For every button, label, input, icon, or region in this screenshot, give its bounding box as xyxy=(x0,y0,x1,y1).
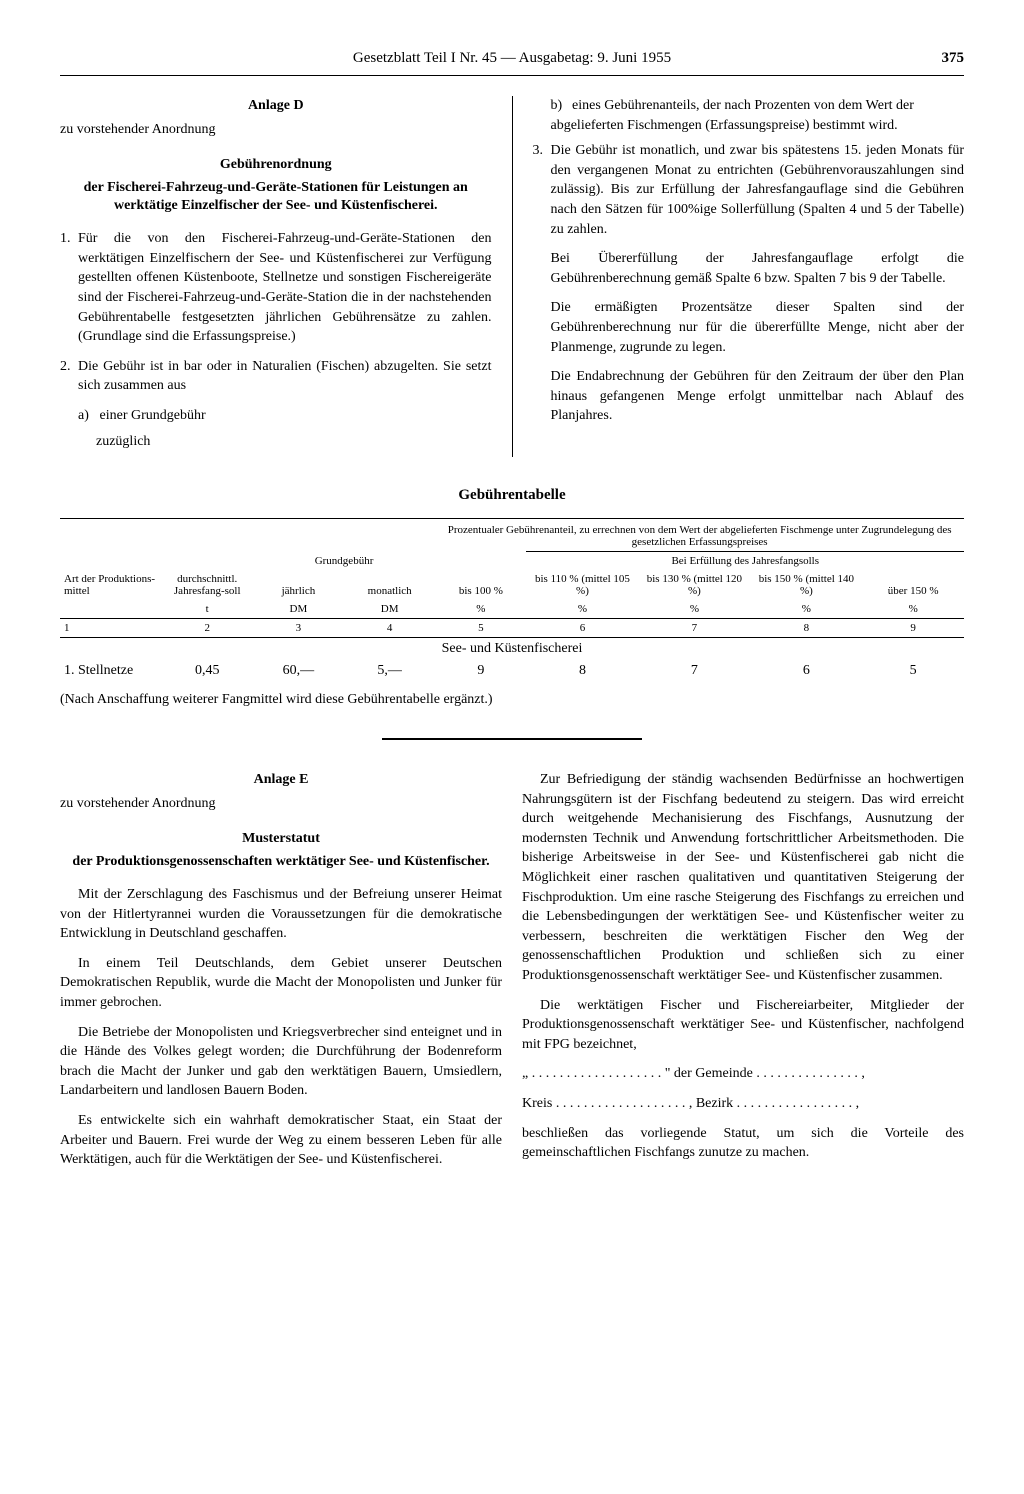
page-number: 375 xyxy=(942,50,965,67)
anlage-e-sub: zu vorstehender Anordnung xyxy=(60,794,502,814)
r1c3: 60,— xyxy=(253,660,344,682)
e-p2: In einem Teil Deutschlands, dem Gebiet u… xyxy=(60,954,502,1013)
r1c2: 0,45 xyxy=(162,660,253,682)
e-p7b: Kreis . . . . . . . . . . . . . . . . . … xyxy=(522,1094,964,1114)
item-2a-zuz: zuzüglich xyxy=(96,432,492,452)
r1c6: 8 xyxy=(526,660,638,682)
th-c6: bis 110 % (mittel 105 %) xyxy=(526,570,638,600)
gebuehrenordnung-title: Gebührenordnung xyxy=(60,155,492,175)
item-2a: a) einer Grundgebühr xyxy=(78,406,492,426)
coln-5: 5 xyxy=(435,619,526,638)
coln-9: 9 xyxy=(862,619,964,638)
e-p6: Die werktätigen Fischer und Fischereiarb… xyxy=(522,996,964,1055)
item-2a-label: a) xyxy=(78,406,96,426)
musterstatut-title: Musterstatut xyxy=(60,829,502,849)
th-erf: Bei Erfüllung des Jahresfangsolls xyxy=(526,552,964,571)
item-3b: Bei Übererfüllung der Jahresfangauflage … xyxy=(551,249,965,288)
coln-4: 4 xyxy=(344,619,435,638)
anlage-d-title: Anlage D xyxy=(60,96,492,116)
header-rule xyxy=(60,75,964,76)
th-art: Art der Produktions-mittel xyxy=(60,521,162,600)
header-text: Gesetzblatt Teil I Nr. 45 — Ausgabetag: … xyxy=(353,50,671,66)
r1c1: 1. Stellnetze xyxy=(60,660,162,682)
mid-rule xyxy=(382,738,642,740)
r1c7: 7 xyxy=(638,660,750,682)
coln-1: 1 xyxy=(60,619,162,638)
table-note: (Nach Anschaffung weiterer Fangmittel wi… xyxy=(60,692,964,708)
item-2-text: Die Gebühr ist in bar oder in Naturalien… xyxy=(78,357,492,396)
coln-6: 6 xyxy=(526,619,638,638)
th-pct-header: Prozentualer Gebührenanteil, zu errechne… xyxy=(435,521,964,552)
item-2b-label: b) xyxy=(551,96,569,116)
anlage-e-title: Anlage E xyxy=(60,770,502,790)
th-grund-j: jährlich xyxy=(253,570,344,600)
unit-p6: % xyxy=(526,600,638,619)
item-2b-text: eines Gebührenanteils, der nach Prozente… xyxy=(551,98,914,133)
anlage-e-left-col: Anlage E zu vorstehender Anordnung Muste… xyxy=(60,770,502,1180)
e-p3: Die Betriebe der Monopolisten und Kriegs… xyxy=(60,1023,502,1101)
coln-2: 2 xyxy=(162,619,253,638)
item-2-num: 2. xyxy=(60,357,78,396)
page-header: Gesetzblatt Teil I Nr. 45 — Ausgabetag: … xyxy=(60,50,964,67)
item-1-text: Für die von den Fischerei-Fahrzeug-und-G… xyxy=(78,229,492,347)
unit-p7: % xyxy=(638,600,750,619)
unit-p5: % xyxy=(435,600,526,619)
e-p8: beschließen das vorliegende Statut, um s… xyxy=(522,1124,964,1163)
table-section: See- und Küstenfischerei xyxy=(60,638,964,661)
coln-3: 3 xyxy=(253,619,344,638)
th-grund: Grundgebühr xyxy=(253,521,435,570)
th-soll: durchschnittl. Jahresfang-soll xyxy=(162,521,253,600)
anlage-d-columns: Anlage D zu vorstehender Anordnung Gebüh… xyxy=(60,96,964,457)
anlage-d-left-col: Anlage D zu vorstehender Anordnung Gebüh… xyxy=(60,96,492,457)
e-p1: Mit der Zerschlagung des Faschismus und … xyxy=(60,885,502,944)
table-title: Gebührentabelle xyxy=(60,487,964,504)
item-3: 3. Die Gebühr ist monatlich, und zwar bi… xyxy=(533,141,965,239)
e-p4: Es entwickelte sich ein wahrhaft demokra… xyxy=(60,1111,502,1170)
r1c4: 5,— xyxy=(344,660,435,682)
item-3-text: Die Gebühr ist monatlich, und zwar bis s… xyxy=(551,141,965,239)
e-p7a: „ . . . . . . . . . . . . . . . . . . . … xyxy=(522,1064,964,1084)
item-3-num: 3. xyxy=(533,141,551,239)
th-c8: bis 150 % (mittel 140 %) xyxy=(750,570,862,600)
r1c5: 9 xyxy=(435,660,526,682)
item-3d: Die Endabrechnung der Gebühren für den Z… xyxy=(551,367,965,426)
coln-8: 8 xyxy=(750,619,862,638)
fee-table: Art der Produktions-mittel durchschnittl… xyxy=(60,518,964,682)
item-1: 1. Für die von den Fischerei-Fahrzeug-un… xyxy=(60,229,492,347)
item-2b: b) eines Gebührenanteils, der nach Proze… xyxy=(551,96,965,135)
col-divider xyxy=(512,96,513,457)
th-c7: bis 130 % (mittel 120 %) xyxy=(638,570,750,600)
item-3c: Die ermäßigten Prozentsätze dieser Spalt… xyxy=(551,298,965,357)
item-2: 2. Die Gebühr ist in bar oder in Natural… xyxy=(60,357,492,396)
musterstatut-sub: der Produktionsgenossenschaften werktäti… xyxy=(60,853,502,871)
th-c9: über 150 % xyxy=(862,570,964,600)
gebuehrenordnung-sub: der Fischerei-Fahrzeug-und-Geräte-Statio… xyxy=(60,179,492,215)
item-2a-text: einer Grundgebühr xyxy=(100,408,206,423)
anlage-e-right-col: Zur Befriedigung der ständig wachsenden … xyxy=(522,770,964,1180)
unit-dm1: DM xyxy=(253,600,344,619)
r1c9: 5 xyxy=(862,660,964,682)
e-p5: Zur Befriedigung der ständig wachsenden … xyxy=(522,770,964,986)
anlage-d-sub: zu vorstehender Anordnung xyxy=(60,120,492,140)
unit-t: t xyxy=(162,600,253,619)
unit-p8: % xyxy=(750,600,862,619)
unit-p9: % xyxy=(862,600,964,619)
th-c5: bis 100 % xyxy=(435,552,526,601)
unit-dm2: DM xyxy=(344,600,435,619)
th-grund-m: monatlich xyxy=(344,570,435,600)
anlage-d-right-col: b) eines Gebührenanteils, der nach Proze… xyxy=(533,96,965,457)
item-1-num: 1. xyxy=(60,229,78,347)
coln-7: 7 xyxy=(638,619,750,638)
anlage-e-columns: Anlage E zu vorstehender Anordnung Muste… xyxy=(60,770,964,1180)
r1c8: 6 xyxy=(750,660,862,682)
